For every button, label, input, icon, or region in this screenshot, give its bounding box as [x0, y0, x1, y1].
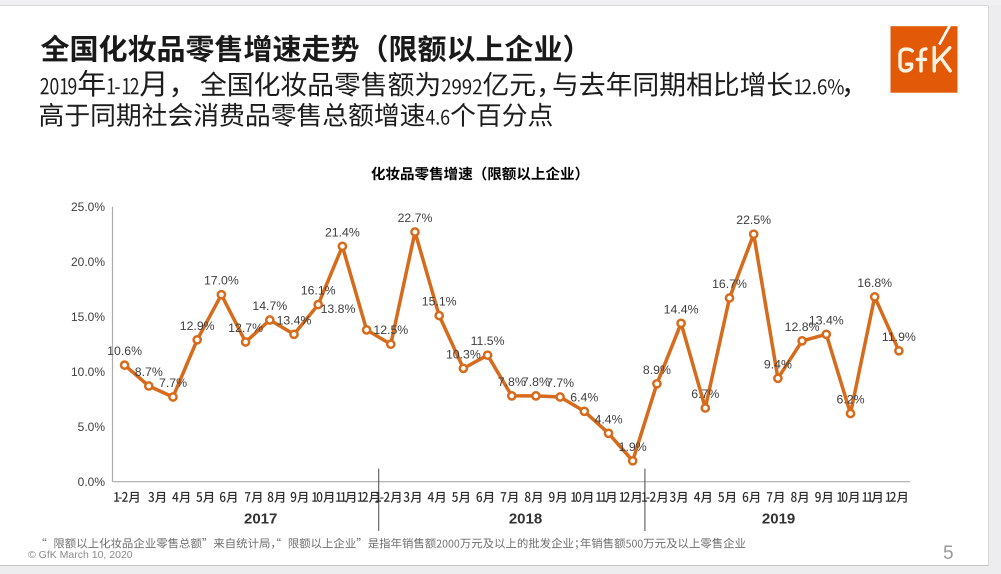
svg-text:10.0%: 10.0% [71, 365, 105, 379]
svg-text:2017: 2017 [244, 511, 277, 528]
svg-text:20.0%: 20.0% [71, 255, 105, 269]
svg-text:2018: 2018 [509, 511, 542, 528]
svg-text:12.9%: 12.9% [180, 319, 215, 333]
svg-text:16.8%: 16.8% [857, 276, 892, 290]
svg-text:0.0%: 0.0% [78, 475, 106, 489]
svg-text:10.3%: 10.3% [446, 347, 481, 361]
svg-text:22.5%: 22.5% [736, 213, 771, 227]
svg-text:7.7%: 7.7% [546, 376, 574, 390]
svg-text:5.0%: 5.0% [78, 420, 106, 434]
svg-text:25.0%: 25.0% [71, 200, 105, 214]
svg-text:12.8%: 12.8% [785, 320, 820, 334]
svg-text:4.4%: 4.4% [594, 412, 622, 426]
svg-text:12.5%: 12.5% [373, 323, 408, 337]
svg-text:14.4%: 14.4% [664, 302, 699, 316]
svg-text:7.7%: 7.7% [159, 376, 187, 390]
svg-text:11.9%: 11.9% [882, 330, 916, 344]
svg-text:16.1%: 16.1% [301, 284, 336, 298]
svg-text:6.2%: 6.2% [836, 393, 864, 407]
svg-text:6.4%: 6.4% [570, 390, 598, 404]
svg-text:9.4%: 9.4% [764, 357, 792, 371]
svg-text:8.9%: 8.9% [643, 363, 671, 377]
svg-text:© GfK March 10, 2020: © GfK March 10, 2020 [28, 549, 133, 561]
svg-text:15.1%: 15.1% [422, 295, 457, 309]
svg-text:13.4%: 13.4% [809, 313, 844, 327]
svg-text:21.4%: 21.4% [325, 225, 360, 239]
svg-text:6.7%: 6.7% [691, 387, 719, 401]
svg-text:13.4%: 13.4% [277, 313, 312, 327]
svg-text:1.9%: 1.9% [619, 440, 647, 454]
svg-text:14.7%: 14.7% [252, 299, 287, 313]
svg-text:22.7%: 22.7% [398, 211, 433, 225]
svg-text:15.0%: 15.0% [71, 310, 105, 324]
svg-text:16.7%: 16.7% [712, 277, 747, 291]
svg-text:7.8%: 7.8% [522, 375, 550, 389]
svg-text:12.7%: 12.7% [228, 321, 263, 335]
svg-text:7.8%: 7.8% [498, 375, 526, 389]
svg-text:5: 5 [943, 543, 954, 564]
svg-text:13.8%: 13.8% [321, 302, 356, 316]
svg-text:8.7%: 8.7% [135, 365, 163, 379]
svg-text:2019: 2019 [762, 511, 795, 528]
svg-text:11.5%: 11.5% [471, 334, 505, 348]
svg-text:10.6%: 10.6% [107, 344, 142, 358]
svg-text:17.0%: 17.0% [204, 274, 239, 288]
